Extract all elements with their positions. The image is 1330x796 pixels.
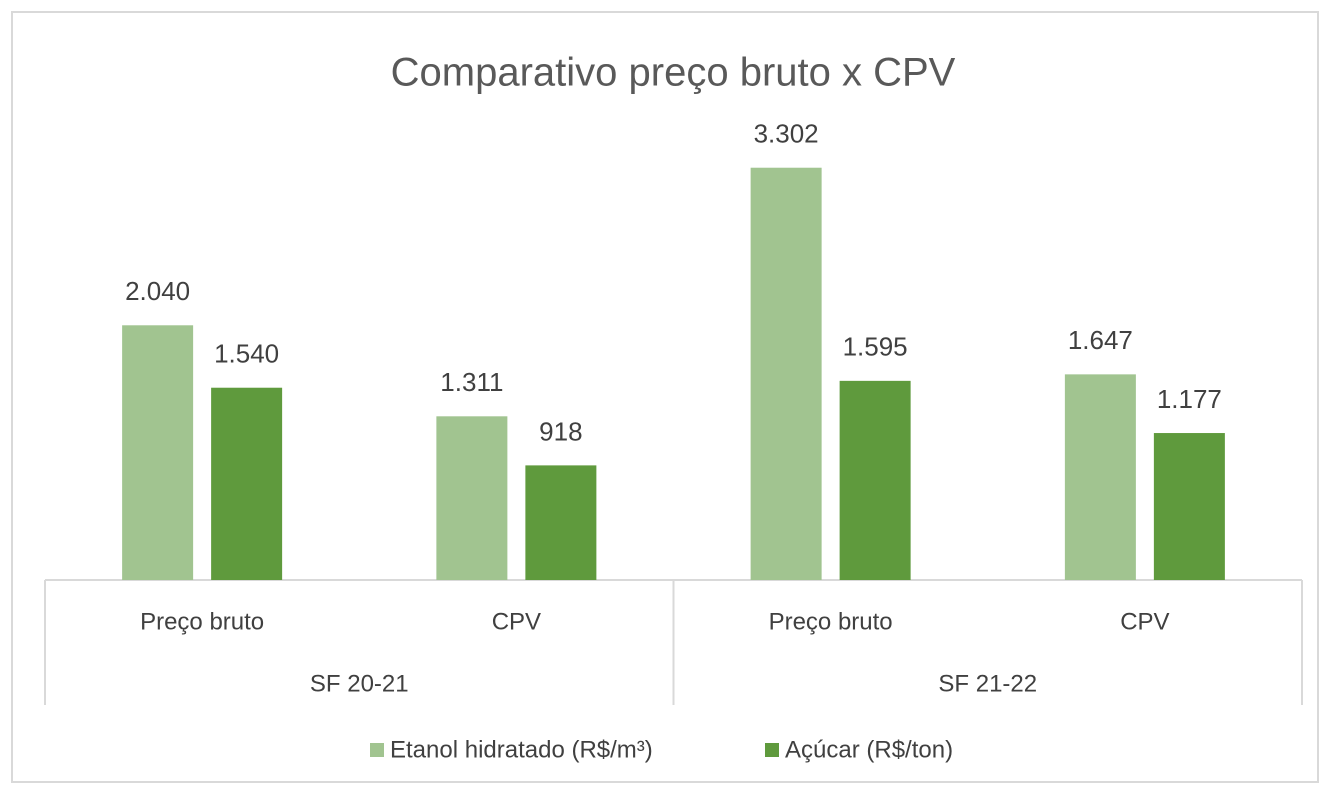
data-label: 1.595 — [843, 332, 908, 362]
bar — [122, 325, 194, 580]
bar — [839, 380, 911, 580]
group-label: SF 21-22 — [938, 670, 1037, 697]
data-label: 1.177 — [1157, 384, 1222, 414]
data-label: 1.647 — [1068, 325, 1133, 355]
legend-label: Açúcar (R$/ton) — [785, 736, 953, 763]
x-tick-label: Preço bruto — [769, 608, 893, 635]
x-tick-label: Preço bruto — [140, 608, 264, 635]
legend-swatch — [765, 743, 779, 757]
x-tick-label: CPV — [492, 608, 541, 635]
group-label: SF 20-21 — [310, 670, 409, 697]
bar — [750, 167, 822, 580]
bar — [525, 465, 597, 580]
legend-label: Etanol hidratado (R$/m³) — [390, 736, 653, 763]
chart-title: Comparativo preço bruto x CPV — [391, 51, 956, 95]
bar — [436, 416, 508, 580]
data-label: 2.040 — [125, 276, 190, 306]
bar — [211, 387, 283, 580]
data-label: 1.540 — [214, 339, 279, 369]
data-label: 918 — [539, 416, 582, 446]
data-label: 1.311 — [440, 367, 503, 397]
bar — [1153, 433, 1225, 580]
data-label: 3.302 — [754, 119, 819, 149]
bar — [1064, 374, 1136, 580]
legend-swatch — [370, 743, 384, 757]
x-tick-label: CPV — [1120, 608, 1169, 635]
